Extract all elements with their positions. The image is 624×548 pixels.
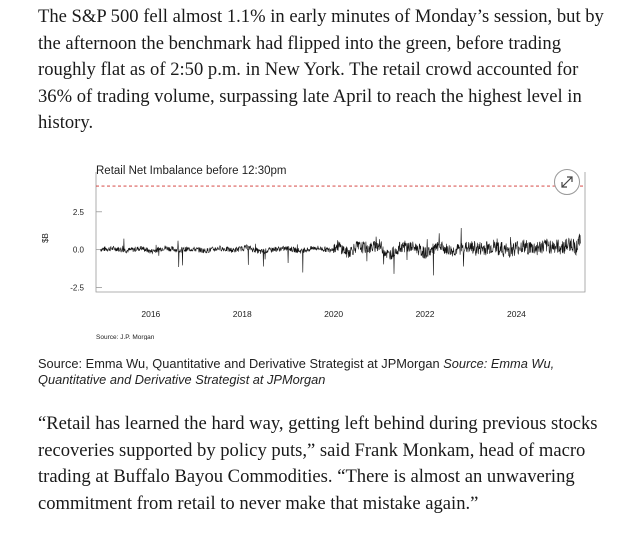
plot-frame [95, 172, 586, 293]
caption-source-italic: Source: Emma Wu, Quantitative and Deriva… [38, 356, 555, 387]
y-tick-label: 0.0 [73, 246, 85, 255]
figure-caption: Source: Emma Wu, Quantitative and Deriva… [38, 356, 598, 388]
chart-source-note: Source: J.P. Morgan [96, 334, 155, 340]
caption-source: Source: Emma Wu, Quantitative and Deriva… [38, 356, 440, 371]
chart-svg: Retail Net Imbalance before 12:30pm $B 2.5… [41, 165, 586, 340]
y-axis-label: $B [41, 233, 50, 243]
x-tick-label: 2024 [507, 309, 526, 319]
expand-chart-button[interactable] [554, 169, 580, 195]
x-tick-label: 2016 [141, 309, 160, 319]
expand-arrows-icon [561, 176, 573, 188]
series-line [100, 227, 581, 276]
y-tick-label: -2.5 [70, 283, 84, 292]
article-paragraph-1: The S&P 500 fell almost 1.1% in early mi… [38, 6, 604, 133]
article-paragraph-2: “Retail has learned the hard way, gettin… [38, 413, 598, 514]
x-tick-label: 2020 [324, 309, 343, 319]
x-tick-label: 2022 [416, 309, 435, 319]
chart-title: Retail Net Imbalance before 12:30pm [96, 165, 287, 177]
x-tick-label: 2018 [233, 309, 252, 319]
retail-imbalance-chart: Retail Net Imbalance before 12:30pm $B 2.5… [38, 160, 594, 340]
y-tick-label: 2.5 [73, 208, 85, 217]
